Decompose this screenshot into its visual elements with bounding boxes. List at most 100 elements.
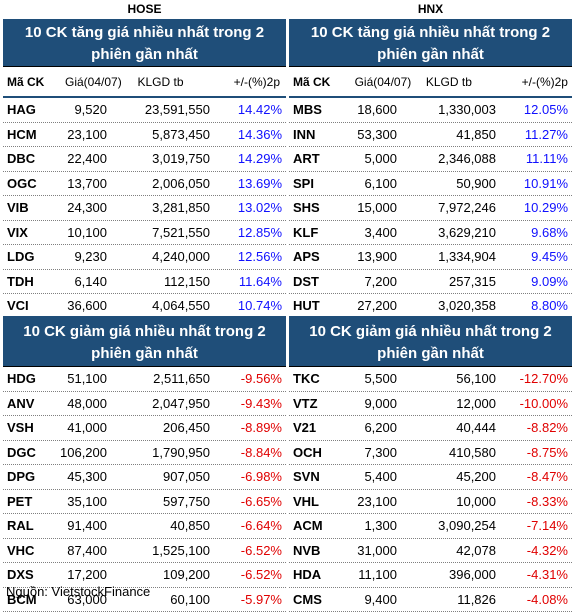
change-cell: 9.09%: [496, 274, 572, 289]
volume-cell: 10,000: [397, 494, 496, 509]
stock-code: VHL: [289, 494, 353, 509]
price-cell: 1,300: [353, 518, 397, 533]
stock-code: TDH: [3, 274, 59, 289]
hnx-gainers-panel: 10 CK tăng giá nhiều nhất trong 2 phiên …: [289, 19, 572, 343]
price-cell: 35,100: [59, 494, 107, 509]
change-cell: -9.43%: [210, 396, 286, 411]
change-cell: -9.56%: [210, 371, 286, 386]
stock-code: VIB: [3, 200, 59, 215]
price-cell: 48,000: [59, 396, 107, 411]
stock-code: APS: [289, 249, 353, 264]
stock-code: DGC: [3, 445, 59, 460]
price-cell: 15,000: [353, 200, 397, 215]
price-cell: 41,000: [59, 420, 107, 435]
col-code-header: Mã CK: [3, 75, 59, 89]
price-cell: 5,400: [353, 469, 397, 484]
stock-code: TKC: [289, 371, 353, 386]
volume-cell: 4,240,000: [107, 249, 210, 264]
price-cell: 36,600: [59, 298, 107, 313]
col-change-header: +/-(%)2p: [198, 75, 284, 89]
price-cell: 3,400: [353, 225, 397, 240]
change-cell: -8.75%: [496, 445, 572, 460]
stock-code: VIX: [3, 225, 59, 240]
change-cell: 10.29%: [496, 200, 572, 215]
stock-code: VHC: [3, 543, 59, 558]
price-cell: 53,300: [353, 127, 397, 142]
volume-cell: 5,873,450: [107, 127, 210, 142]
volume-cell: 3,629,210: [397, 225, 496, 240]
change-cell: -8.84%: [210, 445, 286, 460]
stock-code: HDG: [3, 371, 59, 386]
change-cell: 14.36%: [210, 127, 286, 142]
price-cell: 23,100: [59, 127, 107, 142]
change-cell: -8.82%: [496, 420, 572, 435]
price-cell: 31,000: [353, 543, 397, 558]
change-cell: -6.52%: [210, 543, 286, 558]
stock-code: SHS: [289, 200, 353, 215]
volume-cell: 597,750: [107, 494, 210, 509]
hose-gainers-header: Mã CK Giá(04/07) KLGD tb +/-(%)2p: [3, 67, 286, 98]
price-cell: 91,400: [59, 518, 107, 533]
volume-cell: 1,790,950: [107, 445, 210, 460]
volume-cell: 2,047,950: [107, 396, 210, 411]
stock-code: INN: [289, 127, 353, 142]
stock-code: KLF: [289, 225, 353, 240]
price-cell: 6,200: [353, 420, 397, 435]
hose-losers-panel: 10 CK giảm giá nhiều nhất trong 2 phiên …: [3, 316, 286, 612]
exchange-label-hose: HOSE: [3, 0, 286, 18]
volume-cell: 410,580: [397, 445, 496, 460]
change-cell: -6.65%: [210, 494, 286, 509]
col-volume-header: KLGD tb: [414, 75, 483, 89]
volume-cell: 50,900: [397, 176, 496, 191]
stock-code: SPI: [289, 176, 353, 191]
price-cell: 45,300: [59, 469, 107, 484]
price-cell: 27,200: [353, 298, 397, 313]
volume-cell: 11,826: [397, 592, 496, 607]
stock-code: HUT: [289, 298, 353, 313]
volume-cell: 3,019,750: [107, 151, 210, 166]
price-cell: 13,900: [353, 249, 397, 264]
change-cell: 9.45%: [496, 249, 572, 264]
change-cell: 11.11%: [496, 151, 572, 166]
change-cell: -6.52%: [210, 567, 286, 582]
col-price-header: Giá(04/07): [59, 75, 123, 89]
volume-cell: 42,078: [397, 543, 496, 558]
price-cell: 7,200: [353, 274, 397, 289]
hnx-losers-panel: 10 CK giảm giá nhiều nhất trong 2 phiên …: [289, 316, 572, 612]
stock-code: DBC: [3, 151, 59, 166]
volume-cell: 2,006,050: [107, 176, 210, 191]
volume-cell: 40,850: [107, 518, 210, 533]
stock-code: VTZ: [289, 396, 353, 411]
stock-code: LDG: [3, 249, 59, 264]
change-cell: -8.89%: [210, 420, 286, 435]
change-cell: 11.64%: [210, 274, 286, 289]
stock-code: HCM: [3, 127, 59, 142]
hnx-gainers-title: 10 CK tăng giá nhiều nhất trong 2 phiên …: [289, 19, 572, 67]
source-note: Nguồn: VietstockFinance: [6, 584, 150, 599]
volume-cell: 396,000: [397, 567, 496, 582]
stock-code: CMS: [289, 592, 353, 607]
change-cell: 10.74%: [210, 298, 286, 313]
volume-cell: 41,850: [397, 127, 496, 142]
volume-cell: 1,330,003: [397, 102, 496, 117]
change-cell: -12.70%: [496, 371, 572, 386]
